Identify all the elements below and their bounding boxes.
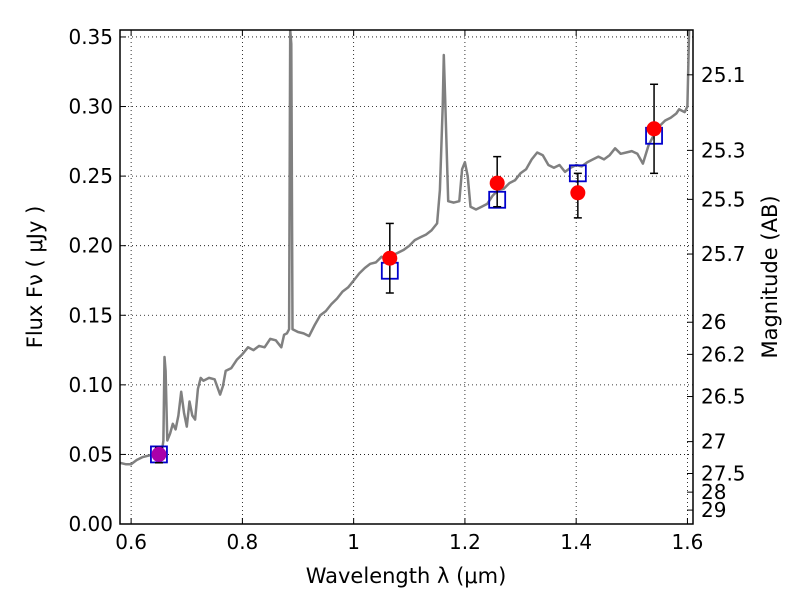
x-tick-label: 1 (347, 530, 360, 554)
y-axis-right-label: Magnitude (AB) (758, 195, 782, 358)
x-axis-label: Wavelength λ (μm) (306, 564, 507, 588)
mag-tick-label: 26.5 (701, 385, 746, 409)
y-tick-label: 0.30 (68, 95, 113, 119)
x-tick-label: 0.6 (115, 530, 147, 554)
mag-tick-label: 26 (701, 310, 726, 334)
mag-tick-label: 27 (701, 430, 726, 454)
mag-tick-label: 28 (701, 480, 726, 504)
y-tick-label: 0.00 (68, 512, 113, 536)
mag-tick-label: 26.2 (701, 342, 746, 366)
y-tick-label: 0.25 (68, 164, 113, 188)
observed-point (646, 121, 662, 137)
mag-tick-label: 29 (701, 498, 726, 522)
series-layer (120, 30, 691, 466)
series-group (120, 30, 691, 466)
mag-tick-label: 25.3 (701, 138, 746, 162)
y-tick-label: 0.35 (68, 25, 113, 49)
observed-point (570, 185, 586, 201)
x-tick-label: 0.8 (226, 530, 258, 554)
spectrum-line (120, 30, 691, 466)
ticks-layer: 0.6 0.8 1 1.2 1.4 1.6 0.00 0.05 0.10 0.15 0.20 0.25… (68, 25, 745, 554)
y-tick-label: 0.20 (68, 234, 113, 258)
y-tick-label: 0.05 (68, 442, 113, 466)
x-tick-label: 1.6 (672, 530, 704, 554)
mag-tick-label: 25.5 (701, 187, 746, 211)
plot-frame (119, 29, 694, 525)
grid-layer (120, 30, 693, 525)
y-tick-label: 0.15 (68, 303, 113, 327)
x-tick-label: 1.4 (560, 530, 592, 554)
observed-point (382, 250, 398, 266)
observed-point (489, 175, 505, 191)
observed-point (151, 446, 167, 462)
y-tick-label: 0.10 (68, 373, 113, 397)
mag-tick-label: 25.1 (701, 63, 746, 87)
y-axis-label: Flux Fν ( μJy ) (23, 206, 47, 349)
mag-tick-label: 27.5 (701, 461, 746, 485)
mag-tick-label: 25.7 (701, 242, 746, 266)
x-tick-label: 1.2 (449, 530, 481, 554)
